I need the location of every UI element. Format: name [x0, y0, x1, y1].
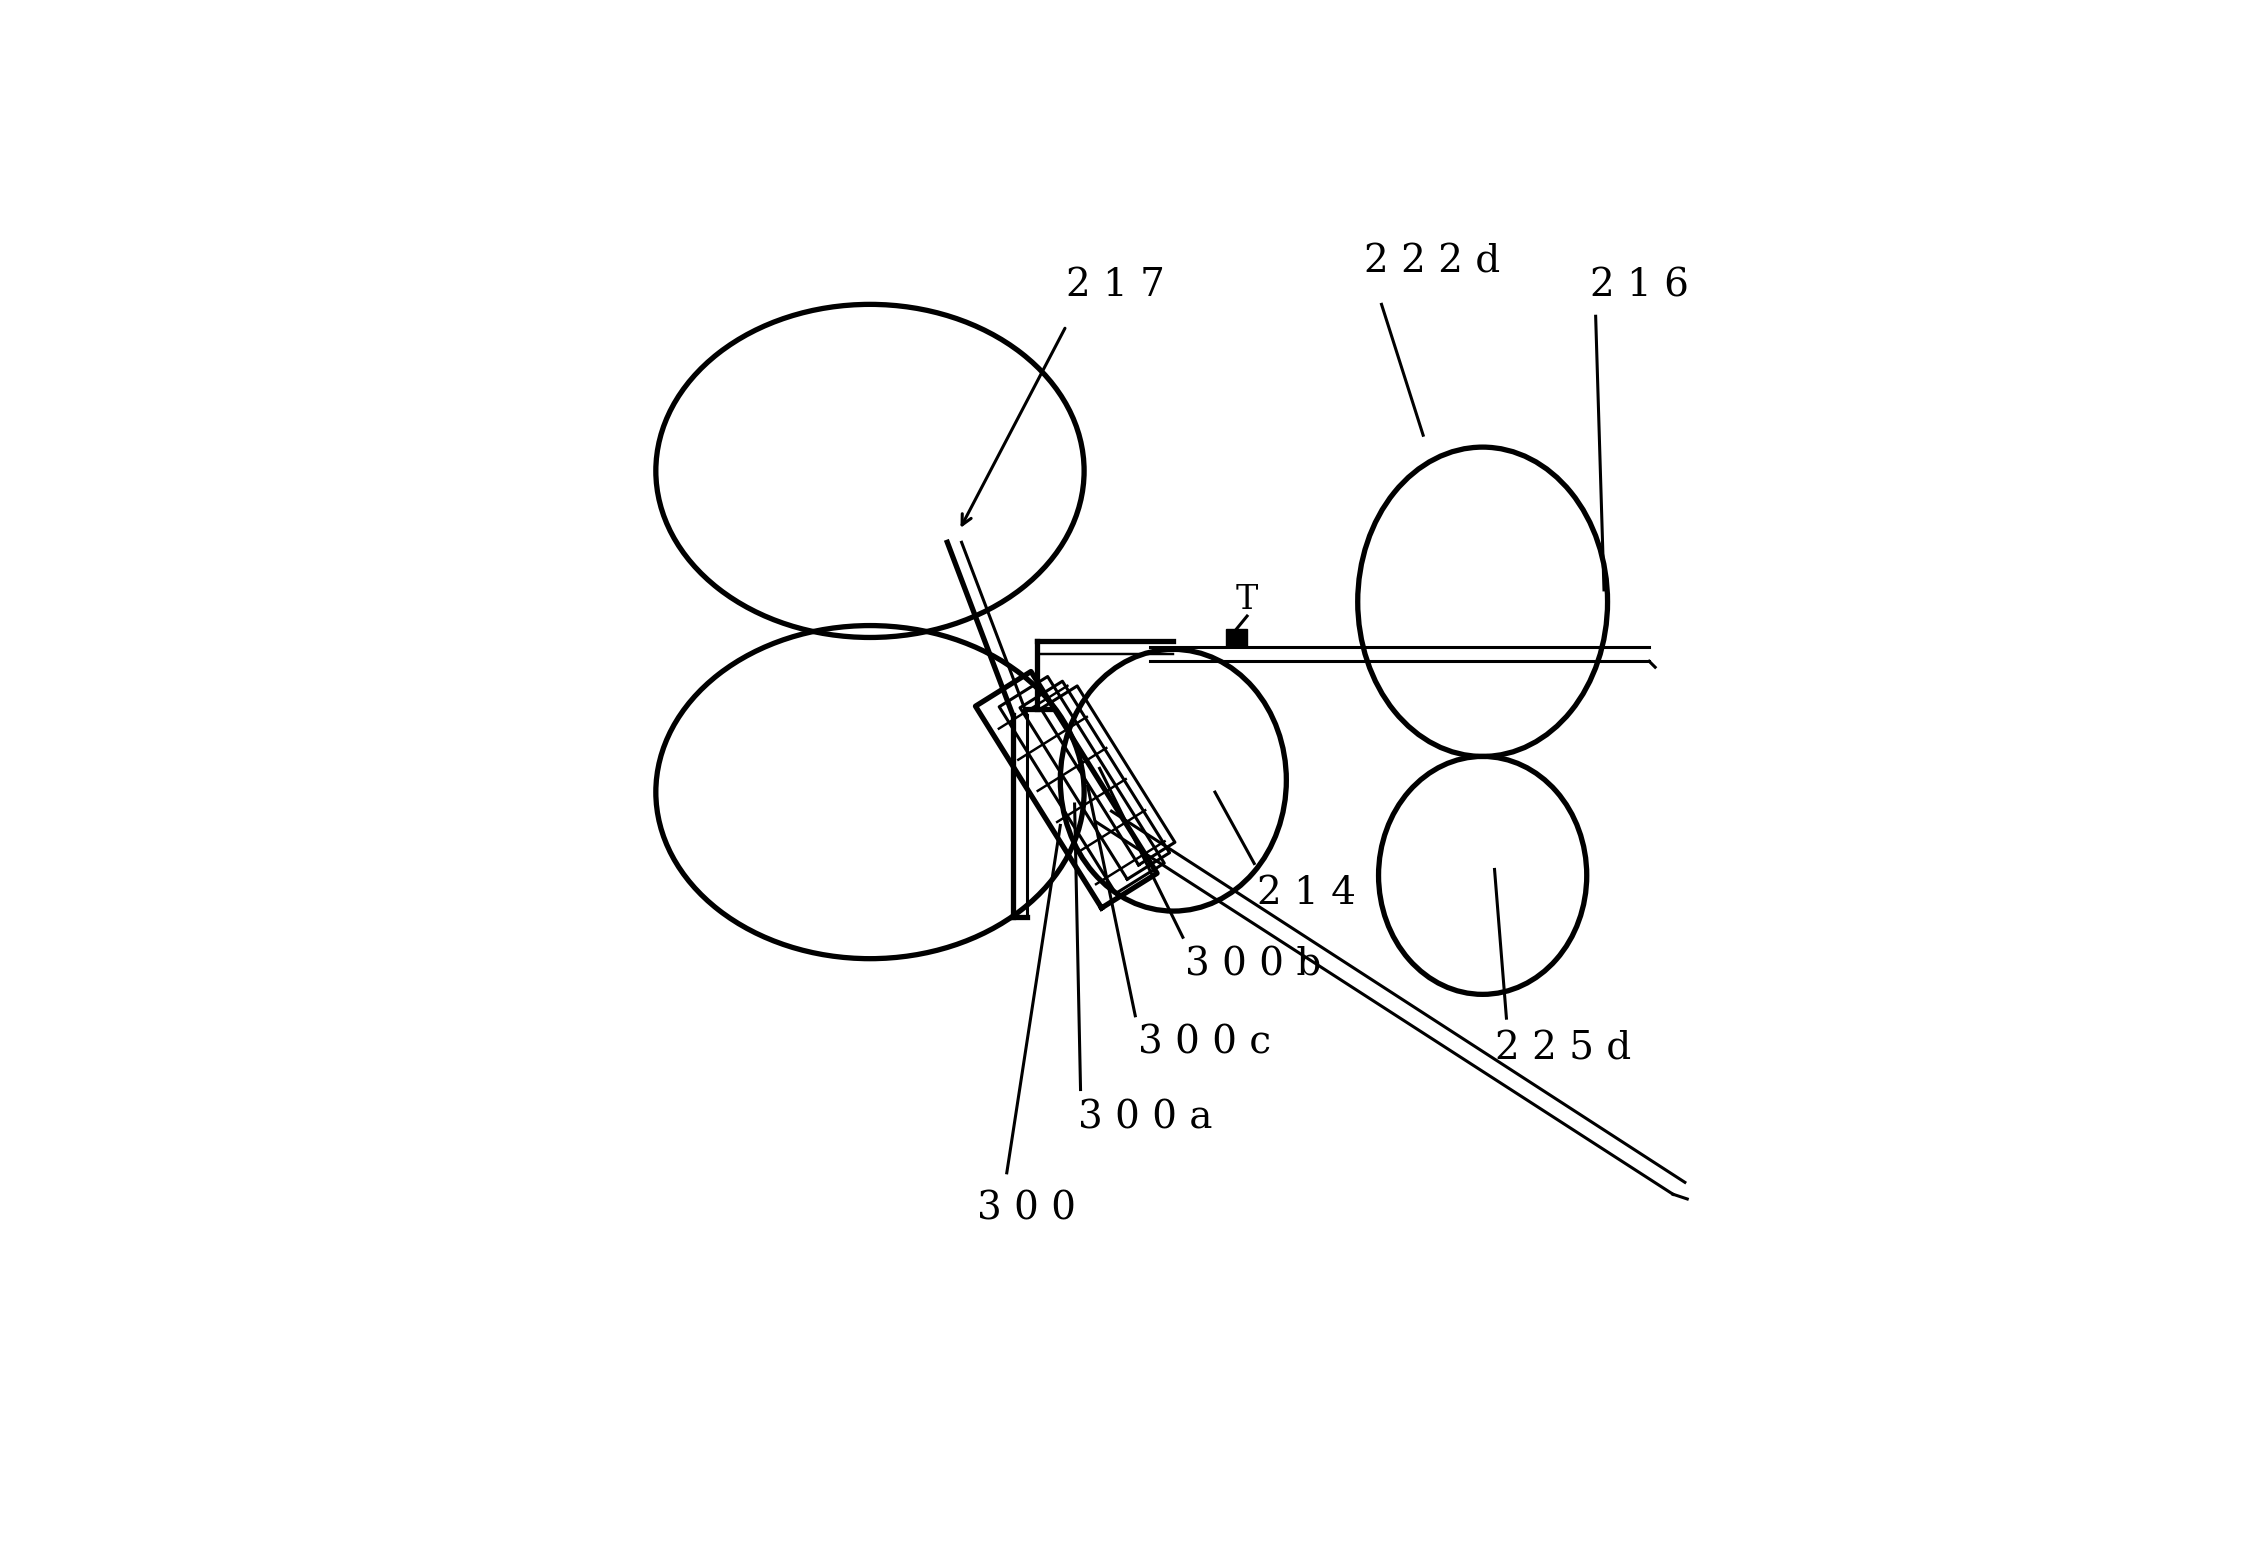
- Text: T: T: [1236, 584, 1258, 616]
- Bar: [1225, 629, 1247, 647]
- Text: 2 2 5 d: 2 2 5 d: [1494, 1031, 1631, 1068]
- Text: 3 0 0 b: 3 0 0 b: [1184, 947, 1321, 984]
- Text: 2 1 7: 2 1 7: [1065, 267, 1164, 304]
- Text: 3 0 0 c: 3 0 0 c: [1137, 1024, 1272, 1061]
- Text: 2 1 4: 2 1 4: [1256, 876, 1355, 913]
- Text: 2 2 2 d: 2 2 2 d: [1364, 244, 1501, 281]
- Text: 3 0 0 a: 3 0 0 a: [1079, 1098, 1213, 1136]
- Text: 3 0 0: 3 0 0: [978, 1191, 1077, 1228]
- Text: 2 1 6: 2 1 6: [1590, 267, 1689, 304]
